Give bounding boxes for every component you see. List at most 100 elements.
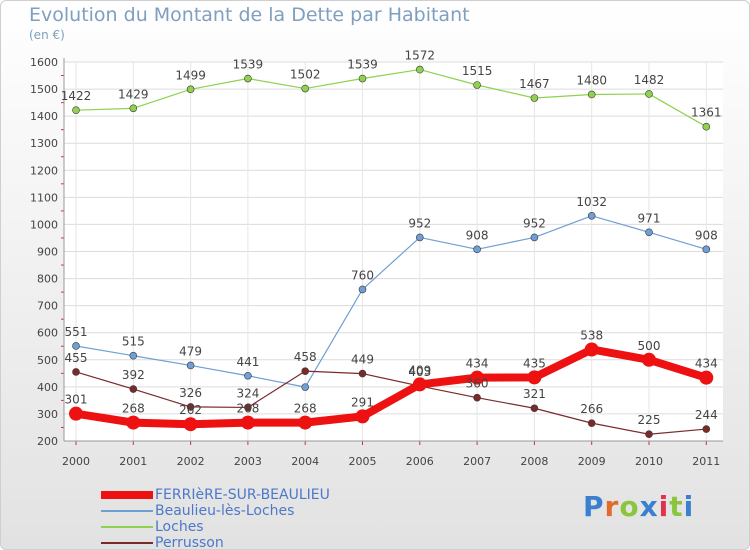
y-tick-label: 600	[37, 327, 58, 340]
data-point	[126, 415, 141, 430]
x-tick-label: 2000	[62, 455, 90, 468]
data-label: 1572	[405, 49, 436, 63]
legend-label: Perrusson	[155, 535, 224, 550]
y-tick-label: 1500	[30, 83, 58, 96]
data-point	[470, 370, 485, 385]
data-label: 324	[236, 386, 259, 400]
data-label: 434	[695, 357, 718, 371]
data-point	[645, 90, 653, 98]
data-label: 971	[638, 211, 661, 225]
logo-letter: o	[619, 490, 640, 523]
data-point	[645, 430, 653, 439]
data-label: 321	[523, 387, 546, 401]
y-tick-label: 400	[37, 381, 58, 394]
data-point	[72, 368, 80, 376]
data-label: 908	[695, 228, 718, 242]
data-point	[412, 377, 427, 392]
series-line	[72, 345, 711, 429]
x-tick-label: 2001	[119, 455, 147, 468]
data-label: 441	[236, 355, 259, 369]
data-point	[301, 84, 310, 93]
data-point	[702, 425, 711, 433]
data-point	[530, 233, 539, 242]
data-label: 1467	[519, 77, 550, 91]
data-label: 268	[236, 402, 259, 416]
data-label: 449	[351, 353, 374, 367]
data-label: 1502	[290, 68, 321, 82]
data-label: 268	[294, 402, 317, 416]
y-tick-label: 1200	[30, 164, 58, 177]
data-point	[587, 90, 596, 99]
data-label: 515	[122, 335, 145, 349]
data-point	[415, 233, 424, 242]
data-point	[702, 245, 711, 254]
data-label: 952	[523, 216, 546, 230]
y-tick-label: 1400	[30, 110, 58, 123]
logo-letter: r	[604, 490, 620, 523]
data-label: 458	[294, 350, 317, 364]
y-tick-label: 900	[37, 246, 58, 259]
legend-swatch	[101, 491, 153, 499]
data-point	[530, 404, 539, 413]
data-point	[587, 211, 596, 220]
y-tick-label: 800	[37, 273, 58, 286]
data-label: 1429	[118, 87, 149, 101]
chart-title: Evolution du Montant de la Dette par Hab…	[29, 4, 470, 26]
y-tick-label: 1600	[30, 56, 58, 69]
data-point	[587, 419, 596, 427]
data-point	[584, 342, 599, 357]
data-label: 434	[466, 357, 489, 371]
data-label: 1539	[233, 58, 264, 72]
data-label: 262	[179, 403, 202, 417]
legend-swatch	[101, 510, 153, 512]
data-point	[240, 415, 255, 430]
logo-letter: x	[639, 490, 659, 523]
data-label: 301	[65, 393, 88, 407]
series-line	[75, 68, 707, 128]
data-label: 1539	[347, 58, 378, 72]
data-point	[244, 74, 252, 83]
data-point	[645, 228, 653, 237]
y-tick-label: 300	[37, 408, 58, 421]
data-label: 409	[408, 363, 431, 377]
data-point	[301, 383, 310, 391]
data-label: 326	[179, 386, 202, 400]
data-label: 952	[408, 216, 431, 230]
y-tick-label: 200	[37, 435, 58, 448]
logo-letter: P	[583, 490, 605, 523]
data-point	[473, 245, 481, 254]
x-tick-label: 2004	[291, 455, 319, 468]
y-tick-label: 500	[37, 354, 58, 367]
data-label: 360	[466, 377, 489, 391]
data-point	[642, 352, 656, 367]
data-point	[183, 417, 198, 432]
data-label: 1482	[634, 73, 665, 87]
data-point	[699, 370, 714, 385]
series-line	[75, 370, 707, 435]
logo-letter: t	[669, 490, 684, 523]
data-point	[72, 106, 80, 114]
data-label: 1422	[61, 89, 92, 103]
x-tick-label: 2010	[635, 455, 663, 468]
legend-swatch	[101, 526, 153, 528]
legend-swatch	[101, 542, 153, 544]
logo-letter: i	[683, 490, 695, 523]
data-label: 435	[523, 356, 546, 370]
legend-label: FERRIèRE-SUR-BEAULIEU	[155, 487, 330, 503]
data-label: 455	[65, 351, 88, 365]
data-label: 760	[351, 268, 374, 282]
data-point	[129, 385, 138, 393]
data-label: 479	[179, 344, 202, 358]
x-tick-label: 2007	[463, 455, 491, 468]
data-label: 1515	[462, 64, 493, 78]
y-tick-label: 1000	[30, 218, 58, 231]
data-point	[527, 370, 542, 385]
x-tick-label: 2002	[177, 455, 205, 468]
y-tick-label: 1100	[30, 191, 58, 204]
data-label: 1361	[691, 106, 722, 120]
data-label: 244	[695, 408, 718, 422]
series-line	[75, 215, 707, 388]
data-label: 1480	[576, 73, 607, 87]
legend-label: Loches	[155, 519, 204, 535]
